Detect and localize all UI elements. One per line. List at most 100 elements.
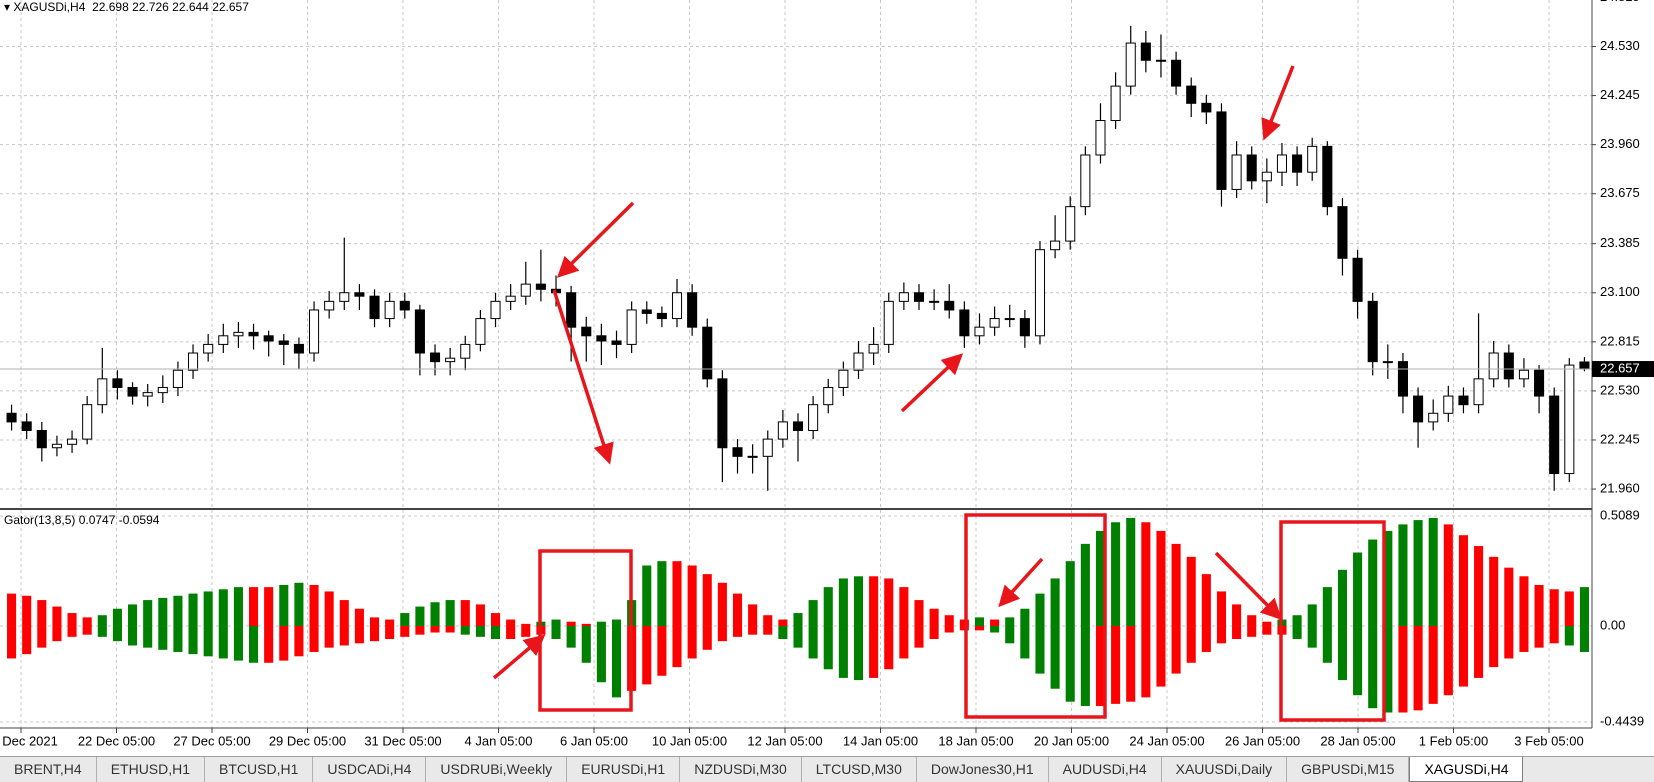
gator-bar [1216, 626, 1227, 644]
gator-bar [1458, 626, 1468, 687]
candle-body [747, 455, 758, 458]
tab[interactable]: BRENT,H4 [0, 757, 97, 782]
gator-bar [203, 626, 213, 657]
x-tick-label: 20 Dec 2021 [0, 733, 58, 748]
gator-bar [112, 626, 122, 642]
candle-body [1171, 59, 1182, 87]
gator-bar [67, 613, 77, 627]
x-tick-label: 26 Jan 05:00 [1225, 733, 1300, 748]
gator-bar [22, 626, 32, 655]
y-tick-label: 23.100 [1600, 284, 1640, 299]
y-tick-label: 24.530 [1600, 38, 1640, 53]
gator-bar [173, 626, 183, 652]
gator-bar [611, 619, 622, 627]
gator-bar [279, 626, 289, 661]
candle-body [1428, 412, 1439, 423]
tab[interactable]: BTCUSD,H1 [205, 757, 314, 782]
candle-body [188, 352, 199, 371]
gator-bar [642, 565, 652, 627]
candle-body [929, 300, 940, 303]
gator-bar [1504, 567, 1514, 627]
candle-body [520, 283, 531, 297]
gator-bar [551, 619, 561, 627]
gator-bar [339, 626, 349, 646]
candle-body [1443, 395, 1454, 414]
gator-bar [1020, 626, 1030, 659]
candle-body [21, 421, 32, 432]
candle-body [777, 421, 788, 440]
gator-bar [1141, 626, 1151, 698]
gator-bar [218, 589, 228, 627]
candle-body [51, 443, 62, 449]
gator-bar [37, 600, 47, 627]
candle-body [1367, 300, 1378, 363]
candle-body [203, 343, 214, 354]
gator-bar [1201, 574, 1211, 627]
candle-body [717, 378, 728, 449]
gator-bar [566, 626, 576, 648]
gator-bar [1579, 587, 1589, 627]
tab[interactable]: USDCADi,H4 [313, 757, 427, 782]
gator-bar [1232, 604, 1242, 627]
candle-body [1019, 318, 1030, 337]
gator-bar [264, 626, 274, 663]
candle-body [792, 421, 804, 432]
gator-bar [143, 600, 153, 627]
gator-bar [884, 626, 894, 670]
current-price-box [1592, 361, 1654, 378]
gator-bar [1262, 621, 1272, 627]
tab[interactable]: XAGUSDi,H4 [1409, 757, 1524, 782]
candle-body [1276, 154, 1287, 173]
gator-bar [793, 626, 803, 648]
candle-body [82, 404, 93, 440]
highlight-box [538, 549, 633, 712]
candle-body [1080, 154, 1091, 208]
candle-body [67, 438, 78, 445]
gator-bar [763, 626, 773, 635]
gator-bar [460, 626, 470, 635]
gator-bar [1519, 576, 1529, 627]
tab[interactable]: GBPUSDi,M15 [1287, 757, 1410, 782]
tab[interactable]: XAUUSDi,Daily [1162, 757, 1288, 782]
tab[interactable]: LTCUSD,M30 [802, 757, 917, 782]
tab[interactable]: NZDUSDi,M30 [680, 757, 802, 782]
gator-bar [1080, 626, 1090, 707]
gator-bar [82, 617, 92, 627]
gator-bar [1474, 546, 1484, 627]
tab[interactable]: USDRUBi,Weekly [426, 757, 568, 782]
arrow [557, 201, 635, 278]
gator-bar [1065, 561, 1075, 627]
candle-body [309, 309, 320, 354]
tab[interactable]: DowJones30,H1 [917, 757, 1049, 782]
gator-bar [521, 626, 531, 637]
candle-body [6, 412, 17, 423]
candle-body [1352, 257, 1363, 302]
candle-body [127, 386, 138, 397]
tab[interactable]: ETHUSD,H1 [97, 757, 206, 782]
gator-bar [233, 626, 243, 661]
gator-bar [324, 591, 334, 627]
x-tick-label: 20 Jan 05:00 [1034, 733, 1109, 748]
gator-bar [1428, 626, 1438, 704]
gator-bar [1141, 522, 1151, 627]
candle-body [1125, 42, 1136, 87]
gator-bar [430, 602, 440, 627]
gator-bar [1035, 626, 1045, 674]
candle-body [868, 343, 879, 354]
y-tick-label: 22.815 [1600, 333, 1640, 348]
gator-bar [1489, 626, 1499, 668]
gator-bar [82, 626, 92, 635]
tab[interactable]: EURUSDi,H1 [567, 757, 681, 782]
gator-bar [1322, 587, 1332, 627]
candle-body [1549, 395, 1560, 475]
gator-bar [1383, 530, 1393, 627]
gator-bar [158, 626, 168, 650]
gator-bar [309, 584, 319, 627]
gator-bar [460, 600, 470, 627]
candle-body [1261, 171, 1272, 182]
gator-bar [1247, 615, 1257, 627]
tab[interactable]: AUDUSDi,H4 [1049, 757, 1162, 782]
gator-bar [748, 604, 758, 627]
candle-body [293, 343, 304, 354]
